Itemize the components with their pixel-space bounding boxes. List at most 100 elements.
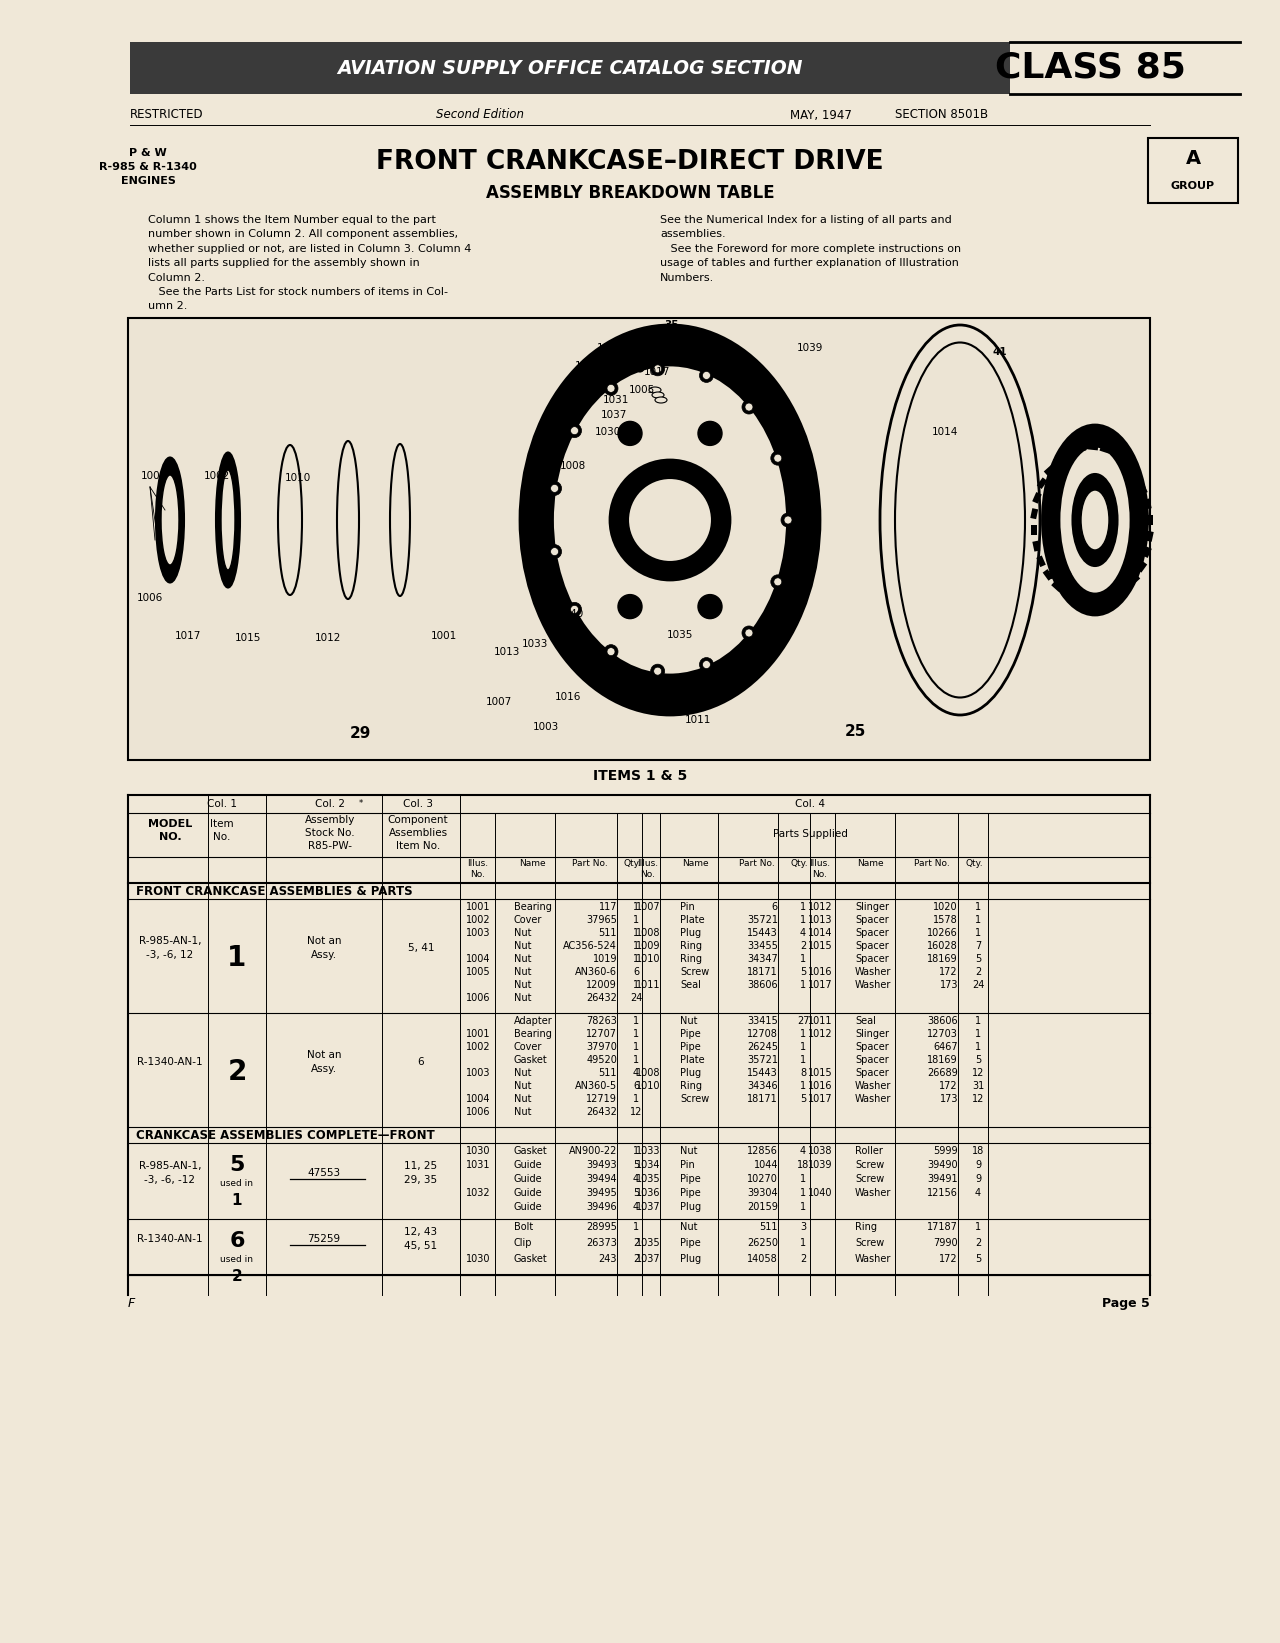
Text: 24: 24: [972, 979, 984, 991]
Text: Bolt: Bolt: [515, 1222, 534, 1232]
Text: Spacer: Spacer: [855, 1055, 888, 1065]
Text: Spacer: Spacer: [855, 928, 888, 938]
Text: 1009: 1009: [636, 941, 660, 951]
Text: 5: 5: [229, 1155, 244, 1175]
Text: Component
Assemblies
Item No.: Component Assemblies Item No.: [388, 815, 448, 851]
Text: 12156: 12156: [927, 1188, 957, 1198]
Text: Guide: Guide: [515, 1203, 543, 1213]
Text: 1: 1: [975, 1029, 980, 1038]
Text: Washer: Washer: [855, 1094, 891, 1104]
Text: RESTRICTED: RESTRICTED: [131, 108, 204, 122]
Text: 1006: 1006: [466, 992, 490, 1002]
Text: 34346: 34346: [748, 1081, 778, 1091]
Text: 6: 6: [632, 968, 639, 978]
Text: 11: 11: [692, 352, 708, 361]
Text: 10266: 10266: [927, 928, 957, 938]
Text: 14058: 14058: [748, 1254, 778, 1263]
Text: 1015: 1015: [808, 1068, 832, 1078]
Text: 1: 1: [975, 928, 980, 938]
Circle shape: [703, 660, 710, 669]
Text: 1001: 1001: [466, 1029, 490, 1038]
Text: Roller: Roller: [855, 1147, 883, 1157]
Text: 1: 1: [632, 1055, 639, 1065]
Bar: [1037, 555, 1046, 567]
Text: 1037: 1037: [636, 1203, 660, 1213]
Text: 2: 2: [632, 1254, 639, 1263]
Ellipse shape: [655, 398, 667, 403]
Text: 4: 4: [800, 1147, 806, 1157]
Text: Illus.
No.: Illus. No.: [467, 859, 489, 879]
Text: Spacer: Spacer: [855, 915, 888, 925]
Text: Ring: Ring: [680, 941, 701, 951]
Text: 1011: 1011: [685, 715, 712, 725]
Text: 12707: 12707: [586, 1029, 617, 1038]
Text: See the Numerical Index for a listing of all parts and
assemblies.
   See the Fo: See the Numerical Index for a listing of…: [660, 215, 961, 283]
Text: 38606: 38606: [748, 979, 778, 991]
Text: 1: 1: [975, 915, 980, 925]
Text: 26432: 26432: [586, 1107, 617, 1117]
Text: Pipe: Pipe: [680, 1237, 700, 1249]
Bar: [1075, 445, 1087, 452]
Text: Plate: Plate: [680, 915, 704, 925]
Circle shape: [771, 575, 785, 588]
Text: 1012: 1012: [808, 902, 832, 912]
Ellipse shape: [1082, 490, 1108, 550]
Text: 26245: 26245: [748, 1042, 778, 1052]
Circle shape: [604, 381, 618, 396]
Text: 75259: 75259: [307, 1234, 340, 1244]
Text: 10270: 10270: [748, 1175, 778, 1185]
Text: Name: Name: [856, 859, 883, 868]
Circle shape: [745, 403, 753, 411]
Text: 3: 3: [800, 1222, 806, 1232]
Ellipse shape: [1073, 473, 1117, 565]
Text: 1006: 1006: [137, 593, 163, 603]
Text: 1: 1: [228, 945, 247, 973]
Text: 35721: 35721: [748, 915, 778, 925]
Text: 9: 9: [975, 1175, 980, 1185]
Text: AC356-524: AC356-524: [563, 941, 617, 951]
Text: 1001: 1001: [466, 902, 490, 912]
Text: 1005: 1005: [628, 384, 655, 394]
Text: ASSEMBLY BREAKDOWN TABLE: ASSEMBLY BREAKDOWN TABLE: [485, 184, 774, 202]
Text: 5, 41: 5, 41: [408, 943, 434, 953]
Text: 1004: 1004: [466, 1094, 490, 1104]
Text: 6467: 6467: [933, 1042, 957, 1052]
Text: Not an
Assy.: Not an Assy.: [307, 937, 342, 960]
Text: MODEL
NO.: MODEL NO.: [148, 818, 192, 843]
Text: 12703: 12703: [927, 1029, 957, 1038]
Text: 1004: 1004: [466, 955, 490, 964]
Text: Screw: Screw: [680, 968, 709, 978]
Text: Part No.: Part No.: [572, 859, 608, 868]
Bar: [131, 43, 1010, 94]
Text: 5999: 5999: [933, 1147, 957, 1157]
Text: 1003: 1003: [532, 721, 559, 733]
Text: 1003: 1003: [466, 928, 490, 938]
Text: Name: Name: [682, 859, 708, 868]
Text: 38606: 38606: [928, 1015, 957, 1025]
Text: 18169: 18169: [928, 955, 957, 964]
Circle shape: [699, 657, 713, 672]
Text: Plug: Plug: [680, 928, 701, 938]
Text: 49520: 49520: [586, 1055, 617, 1065]
Text: Page 5: Page 5: [1102, 1296, 1149, 1309]
Text: AN360-5: AN360-5: [575, 1081, 617, 1091]
Text: Washer: Washer: [855, 1254, 891, 1263]
Ellipse shape: [1059, 445, 1132, 595]
Text: R-985-AN-1,
-3, -6, 12: R-985-AN-1, -3, -6, 12: [138, 937, 201, 960]
Text: 2: 2: [800, 941, 806, 951]
Bar: [1043, 568, 1053, 580]
Text: Nut: Nut: [515, 1107, 531, 1117]
Circle shape: [698, 421, 722, 445]
Text: 1038: 1038: [575, 361, 602, 371]
Text: Nut: Nut: [680, 1015, 698, 1025]
Circle shape: [654, 667, 662, 675]
Text: R-985-AN-1,
-3, -6, -12: R-985-AN-1, -3, -6, -12: [138, 1162, 201, 1185]
Ellipse shape: [553, 365, 787, 675]
Text: Ring: Ring: [680, 955, 701, 964]
Circle shape: [644, 353, 652, 361]
Circle shape: [699, 368, 713, 383]
Text: FRONT CRANKCASE–DIRECT DRIVE: FRONT CRANKCASE–DIRECT DRIVE: [376, 150, 883, 176]
Text: Slinger: Slinger: [855, 1029, 890, 1038]
Text: 1: 1: [975, 1222, 980, 1232]
Text: Nut: Nut: [515, 955, 531, 964]
